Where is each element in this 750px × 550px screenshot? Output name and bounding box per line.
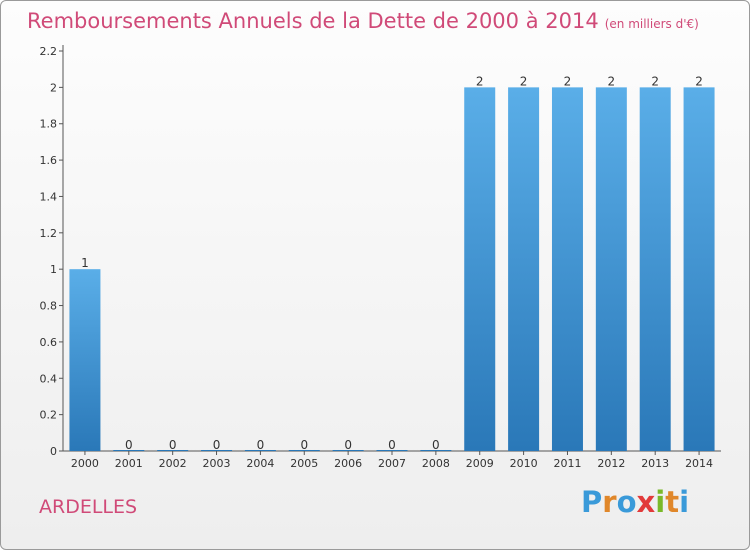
data-label: 2 xyxy=(651,74,659,88)
x-tick-label: 2005 xyxy=(290,457,318,470)
commune-name: ARDELLES xyxy=(39,496,138,518)
bar xyxy=(464,87,496,451)
x-tick-label: 2007 xyxy=(378,457,406,470)
bar xyxy=(508,87,540,451)
title-main: Remboursements Annuels de la Dette de 20… xyxy=(27,9,599,33)
data-label: 0 xyxy=(300,438,308,452)
bar xyxy=(551,87,583,451)
y-tick-label: 2 xyxy=(50,81,57,94)
logo-letter: i xyxy=(655,485,666,519)
data-label: 0 xyxy=(388,438,396,452)
bar xyxy=(683,87,715,451)
x-tick-label: 2011 xyxy=(553,457,581,470)
y-tick-label: 0.4 xyxy=(40,372,58,385)
data-label: 0 xyxy=(257,438,265,452)
data-label: 2 xyxy=(608,74,616,88)
logo-letter: r xyxy=(602,485,617,519)
x-tick-label: 2001 xyxy=(115,457,143,470)
data-label: 1 xyxy=(81,256,89,270)
bar xyxy=(595,87,627,451)
data-label: 0 xyxy=(344,438,352,452)
logo-letter: t xyxy=(665,485,680,519)
bar xyxy=(639,87,671,451)
data-label: 2 xyxy=(476,74,484,88)
logo-letter: o xyxy=(616,485,637,519)
data-label: 2 xyxy=(564,74,572,88)
data-label: 0 xyxy=(169,438,177,452)
chart-title: Remboursements Annuels de la Dette de 20… xyxy=(27,9,699,33)
x-tick-label: 2010 xyxy=(510,457,538,470)
x-tick-label: 2003 xyxy=(203,457,231,470)
data-label: 0 xyxy=(125,438,133,452)
y-tick-label: 1.8 xyxy=(40,118,58,131)
x-tick-label: 2004 xyxy=(246,457,274,470)
title-unit: (en milliers d'€) xyxy=(604,17,699,31)
proxiti-logo: Proxiti xyxy=(581,485,689,519)
logo-letter: i xyxy=(679,485,690,519)
logo-letter: x xyxy=(636,485,656,519)
x-tick-label: 2013 xyxy=(641,457,669,470)
y-tick-label: 1.4 xyxy=(40,190,58,203)
data-label: 2 xyxy=(695,74,703,88)
y-tick-label: 0 xyxy=(50,445,57,458)
y-tick-label: 1.2 xyxy=(40,227,58,240)
x-tick-label: 2000 xyxy=(71,457,99,470)
x-tick-label: 2012 xyxy=(597,457,625,470)
x-tick-label: 2008 xyxy=(422,457,450,470)
bar xyxy=(69,269,101,451)
x-tick-label: 2002 xyxy=(159,457,187,470)
logo-letter: P xyxy=(581,485,603,519)
x-tick-label: 2014 xyxy=(685,457,713,470)
y-tick-label: 0.8 xyxy=(40,300,58,313)
y-tick-label: 1 xyxy=(50,263,57,276)
y-tick-label: 0.6 xyxy=(40,336,58,349)
data-label: 0 xyxy=(213,438,221,452)
y-tick-label: 1.6 xyxy=(40,154,58,167)
y-tick-label: 0.2 xyxy=(40,409,58,422)
x-tick-label: 2006 xyxy=(334,457,362,470)
data-label: 0 xyxy=(432,438,440,452)
x-tick-label: 2009 xyxy=(466,457,494,470)
data-label: 2 xyxy=(520,74,528,88)
y-tick-label: 2.2 xyxy=(40,45,58,58)
